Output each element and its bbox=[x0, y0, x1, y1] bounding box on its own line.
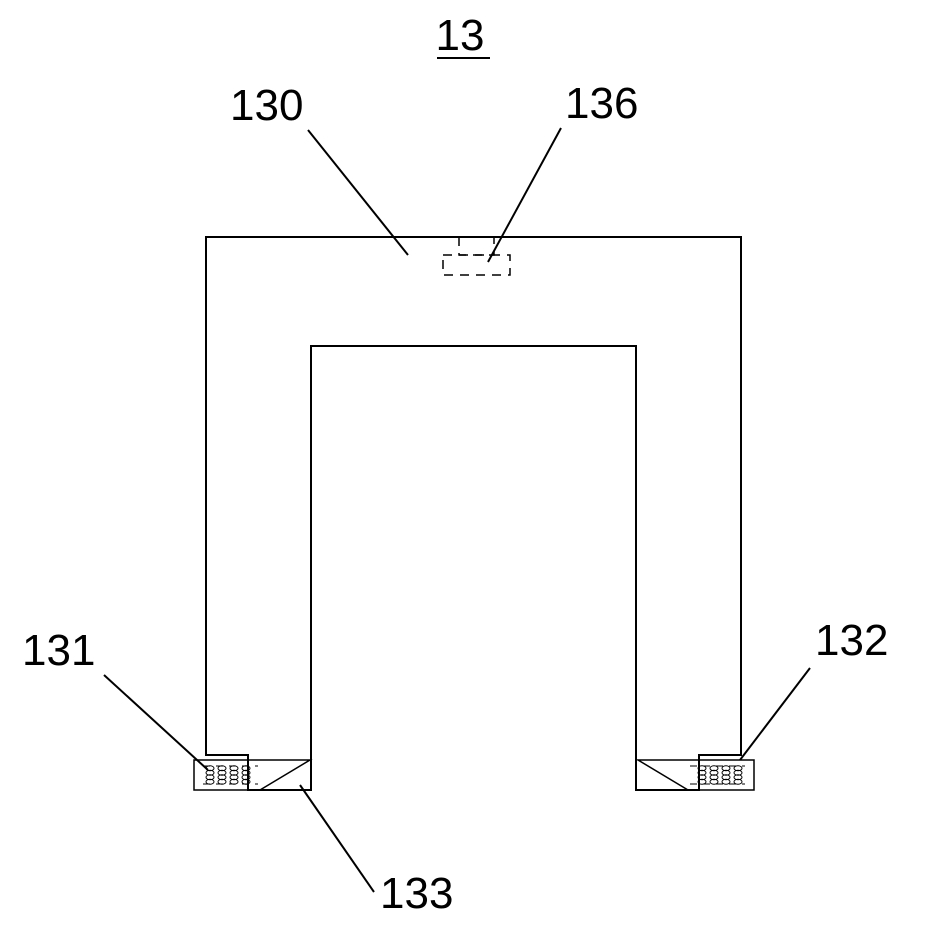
foot-left bbox=[194, 760, 310, 790]
callout-label-136: 136 bbox=[565, 79, 638, 128]
callout-label-132: 132 bbox=[815, 616, 888, 665]
leader-line-136 bbox=[488, 128, 561, 262]
figure-number-label: 13 bbox=[436, 11, 485, 60]
foot-left-housing bbox=[194, 760, 260, 790]
leader-line-133 bbox=[300, 785, 374, 892]
foot-right-wedge bbox=[638, 760, 688, 790]
callout-label-133: 133 bbox=[380, 869, 453, 918]
foot-right-housing bbox=[688, 760, 754, 790]
body-outline bbox=[206, 237, 741, 790]
leader-line-131 bbox=[104, 675, 208, 770]
slot-body-dashed bbox=[443, 255, 510, 275]
foot-left-wedge bbox=[260, 760, 310, 790]
slot-notch-dashed bbox=[459, 237, 494, 255]
technical-diagram: 13 130 136 131 132 133 bbox=[0, 0, 925, 947]
callout-label-131: 131 bbox=[22, 626, 95, 675]
leader-line-132 bbox=[740, 668, 810, 760]
callout-label-130: 130 bbox=[230, 81, 303, 130]
foot-right bbox=[638, 760, 754, 790]
